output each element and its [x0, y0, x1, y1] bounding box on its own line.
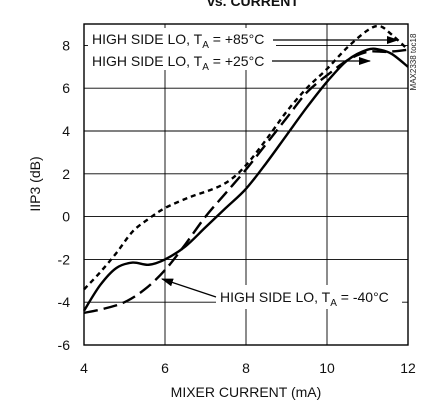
- series-line-25c: [83, 48, 409, 315]
- leader-arrow-neg40c: [161, 278, 217, 298]
- y-tick-label: 6: [62, 80, 70, 96]
- x-tick-label: 10: [319, 360, 335, 376]
- y-tick-label: 4: [62, 123, 70, 139]
- label-25c: HIGH SIDE LO, TA = +25°C: [92, 53, 264, 73]
- y-tick-labels: -6 -4 -2 0 2 4 6 8: [58, 37, 71, 353]
- x-axis-label: MIXER CURRENT (mA): [171, 384, 322, 400]
- series-line-neg40c: [82, 47, 409, 312]
- x-tick-labels: 4 6 8 10 12: [80, 360, 416, 376]
- label-neg40c: HIGH SIDE LO, TA = -40°C: [220, 289, 389, 309]
- x-tick-label: 12: [400, 360, 416, 376]
- plot-frame: [83, 23, 409, 346]
- y-tick-label: 8: [62, 37, 70, 53]
- legend-box-bottom: [216, 285, 402, 309]
- chart-title: vs. CURRENT: [207, 0, 299, 9]
- y-tick-label: 2: [62, 166, 70, 182]
- label-85c: HIGH SIDE LO, TA = +85°C: [92, 31, 264, 51]
- x-tick-label: 6: [161, 360, 169, 376]
- x-tick-label: 8: [242, 360, 250, 376]
- watermark-label: MAX2338 toc18: [409, 33, 418, 90]
- series-layer: [82, 24, 409, 315]
- y-tick-label: -2: [58, 251, 71, 267]
- y-axis-label: IIP3 (dB): [27, 156, 43, 211]
- y-tick-label: -6: [58, 337, 71, 353]
- legend-box-top: [88, 28, 276, 70]
- x-tick-label: 4: [80, 360, 88, 376]
- series-line-85c: [83, 24, 409, 291]
- y-tick-label: -4: [58, 294, 71, 310]
- y-tick-label: 0: [62, 209, 70, 225]
